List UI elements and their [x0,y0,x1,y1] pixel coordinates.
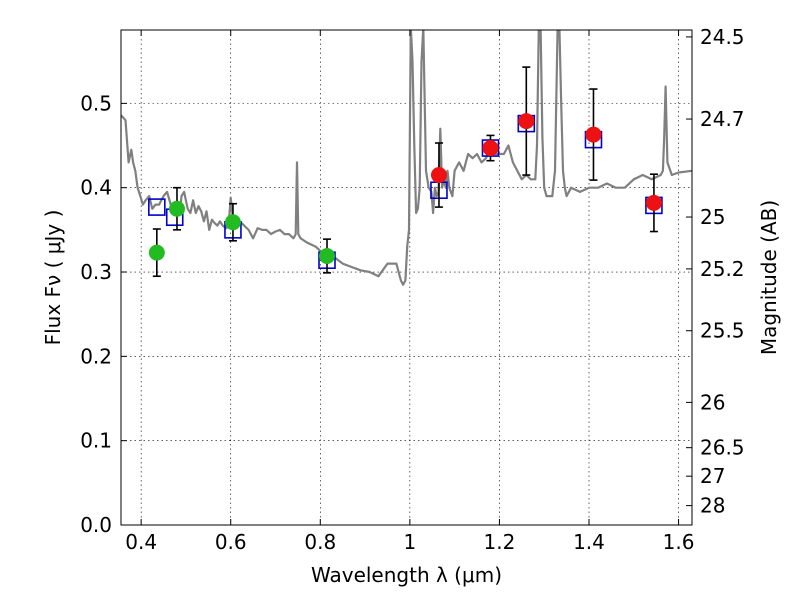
tick-labels: 0.4 0.6 0.8 1 1.2 1.4 1.6 0.0 0.1 0.2 0.3 0.4 0.5 24.… [80,25,744,554]
right-tick-label: 25.5 [700,319,745,343]
x-tick-label: 1 [403,530,416,554]
photometry-point [645,194,662,211]
photometry-point [430,167,447,184]
photometry-point [168,200,185,217]
y-axis-label: Flux Fν ( μJy ) [41,210,65,346]
right-tick-label: 27 [700,464,725,488]
y-tick-label: 0.2 [80,344,112,368]
photometry-point [224,214,241,231]
x-tick-label: 1.2 [484,530,516,554]
right-tick-label: 25 [700,205,725,229]
right-tick-label: 28 [700,494,725,518]
x-tick-label: 1.4 [573,530,605,554]
marker-layer [148,66,663,278]
y-tick-label: 0.0 [80,513,112,537]
right-tick-label: 26 [700,390,725,414]
x-tick-label: 1.6 [663,530,695,554]
x-axis-label: Wavelength λ (μm) [311,563,502,587]
plot-frame [120,29,693,526]
x-tick-label: 0.6 [215,530,247,554]
right-tick-label: 24.7 [700,107,745,131]
right-tick-label: 26.5 [700,436,745,460]
spectrum-layer [121,30,692,286]
right-tick-label: 25.2 [700,257,745,281]
x-tick-label: 0.4 [125,530,157,554]
y-tick-label: 0.1 [80,429,112,453]
photometry-point [585,126,602,143]
right-tick-label: 24.5 [700,25,745,49]
y-tick-label: 0.4 [80,176,112,200]
tick-marks [121,30,692,526]
spectrum-line [121,30,692,286]
y-tick-label: 0.5 [80,91,112,115]
photometry-point [482,140,499,157]
photometry-point [518,113,535,130]
right-axis-label: Magnitude (AB) [757,200,781,355]
photometry-point [148,244,165,261]
x-tick-label: 0.8 [304,530,336,554]
model-square-marker [148,198,166,216]
y-tick-label: 0.3 [80,260,112,284]
photometry-point [319,247,336,264]
